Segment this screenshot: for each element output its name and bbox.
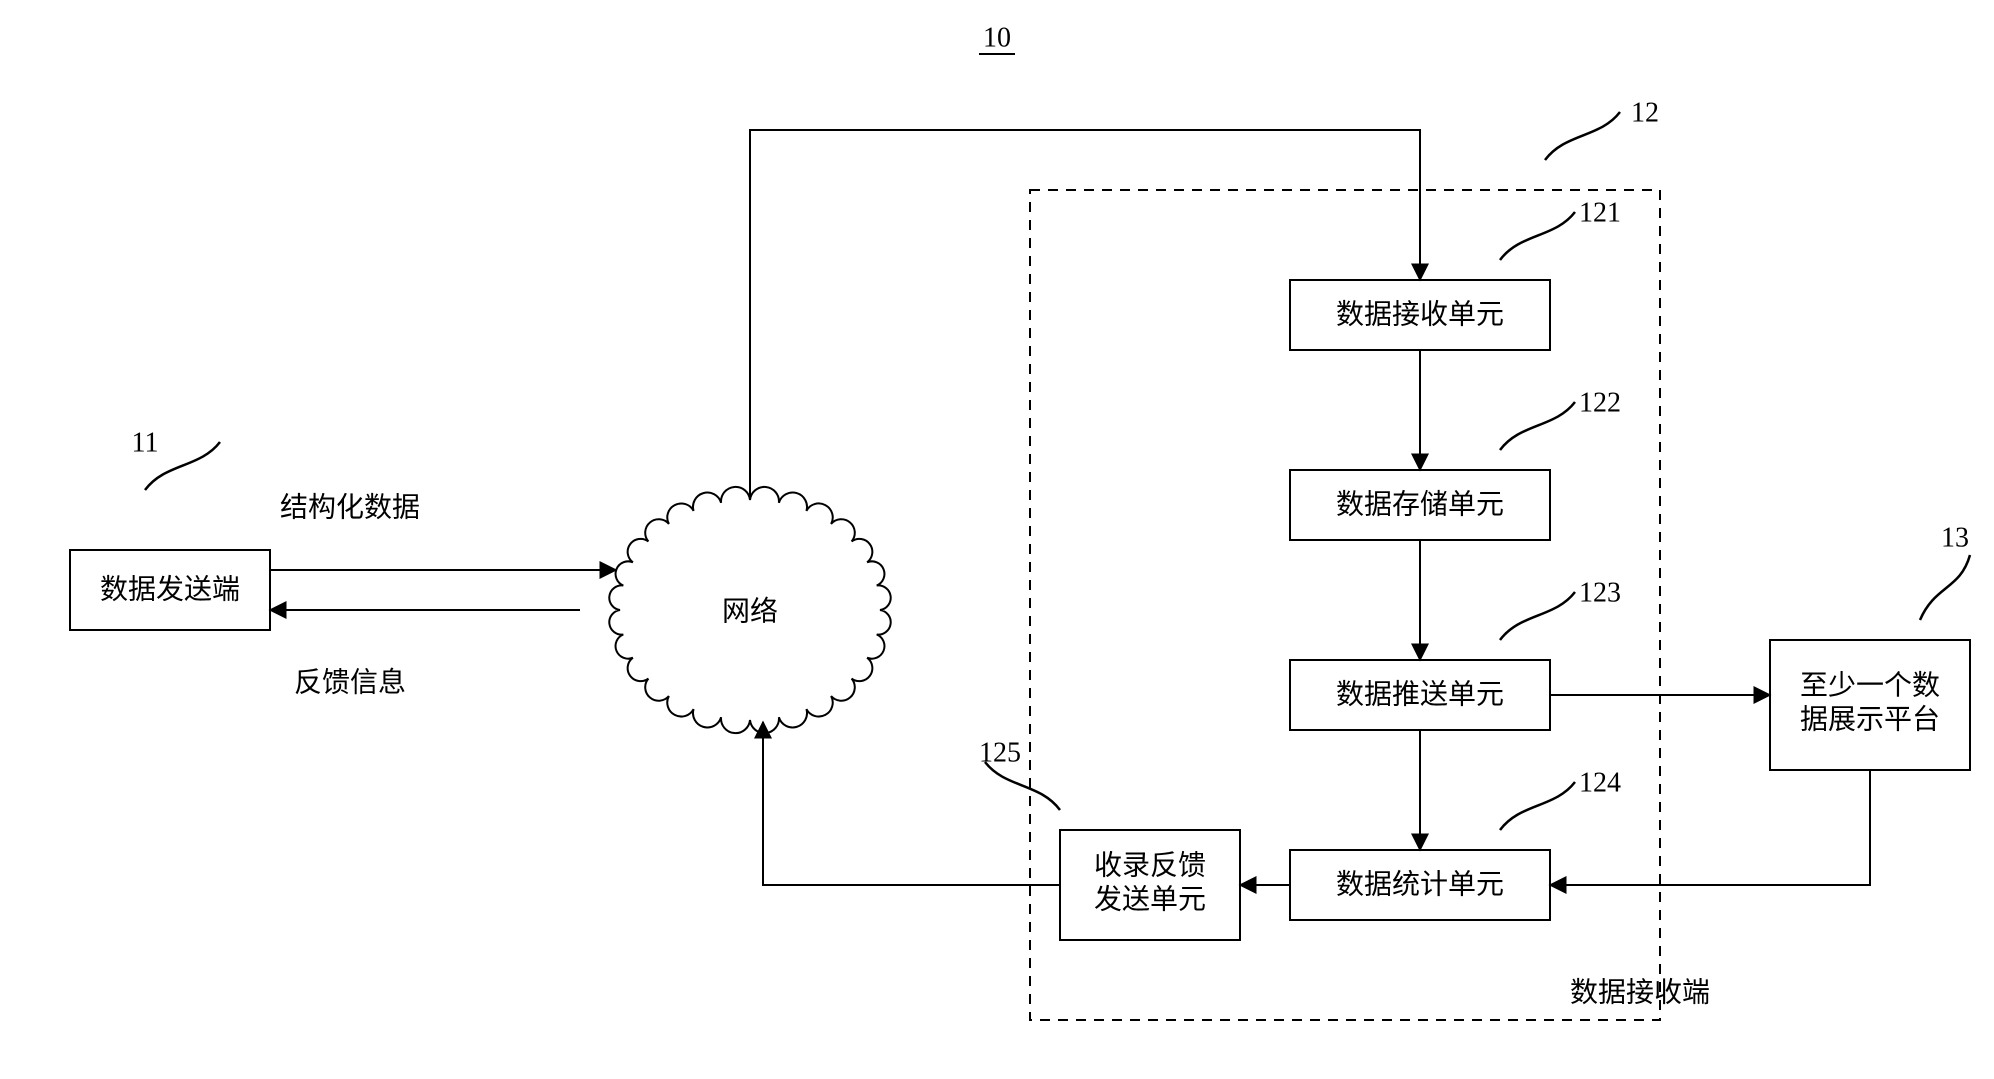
- svg-text:数据发送端: 数据发送端: [100, 573, 240, 605]
- svg-text:11: 11: [132, 427, 159, 458]
- svg-text:数据存储单元: 数据存储单元: [1336, 488, 1504, 520]
- svg-text:数据统计单元: 数据统计单元: [1336, 868, 1504, 900]
- svg-text:121: 121: [1579, 197, 1621, 228]
- svg-text:数据接收单元: 数据接收单元: [1336, 298, 1504, 330]
- svg-text:122: 122: [1579, 387, 1621, 418]
- svg-text:13: 13: [1941, 522, 1969, 553]
- svg-text:结构化数据: 结构化数据: [280, 491, 420, 523]
- svg-text:据展示平台: 据展示平台: [1800, 703, 1940, 735]
- svg-text:发送单元: 发送单元: [1094, 883, 1206, 915]
- svg-text:12: 12: [1631, 97, 1659, 128]
- svg-text:数据推送单元: 数据推送单元: [1336, 678, 1504, 710]
- svg-text:反馈信息: 反馈信息: [294, 666, 406, 698]
- svg-text:收录反馈: 收录反馈: [1094, 849, 1206, 881]
- svg-text:至少一个数: 至少一个数: [1800, 669, 1940, 701]
- svg-text:数据接收端: 数据接收端: [1570, 976, 1710, 1008]
- svg-text:125: 125: [979, 737, 1021, 768]
- svg-text:网络: 网络: [722, 595, 778, 627]
- svg-text:124: 124: [1579, 767, 1621, 798]
- svg-text:10: 10: [983, 22, 1011, 53]
- svg-text:123: 123: [1579, 577, 1621, 608]
